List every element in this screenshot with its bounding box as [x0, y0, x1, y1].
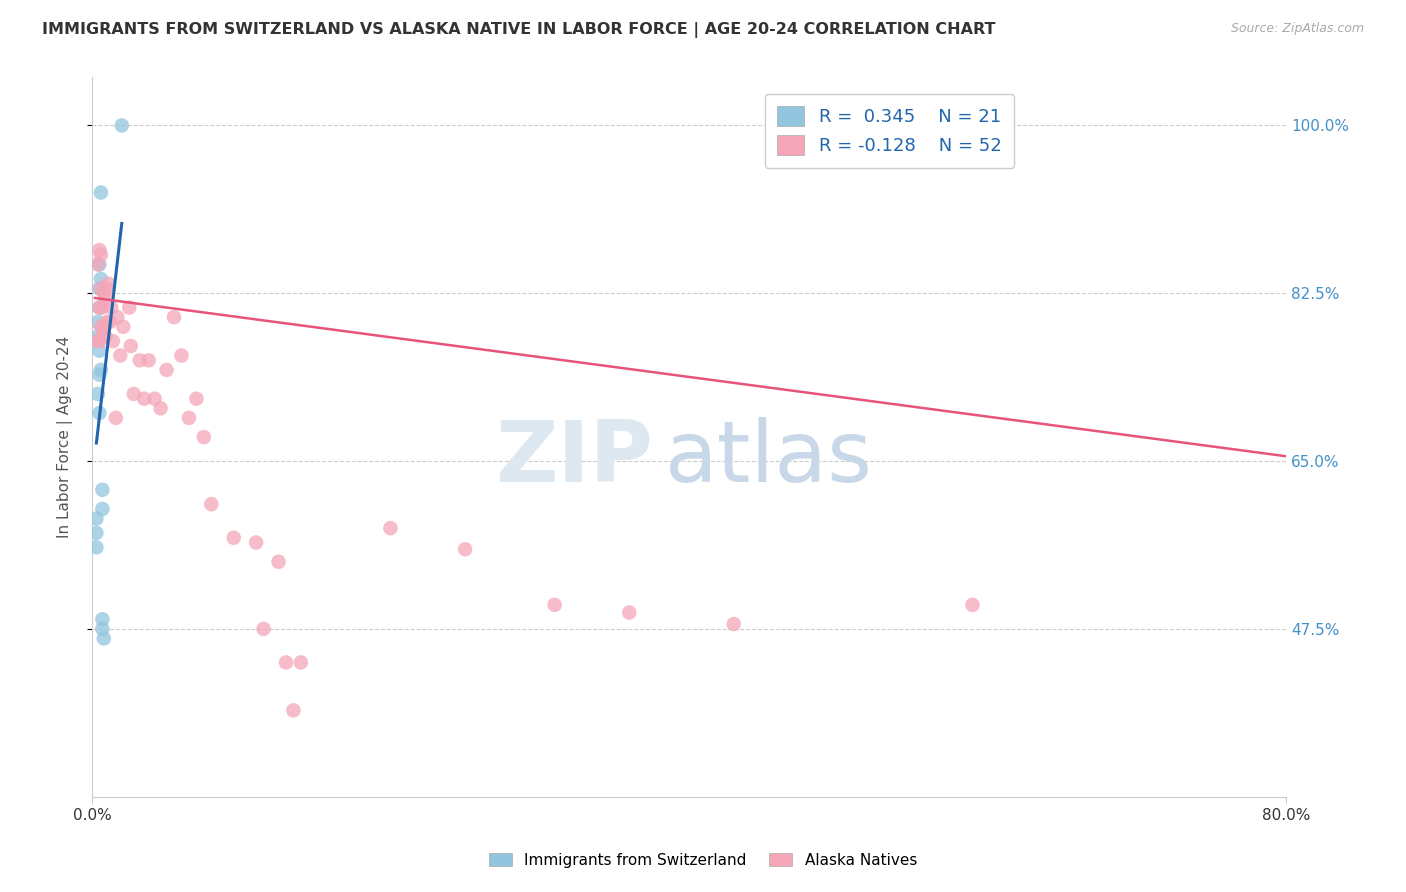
Point — [97, 277, 120, 291]
Point — [245, 535, 267, 549]
Y-axis label: In Labor Force | Age 20-24: In Labor Force | Age 20-24 — [58, 336, 73, 538]
Point — [454, 542, 477, 557]
Point — [193, 430, 215, 444]
Point — [96, 315, 118, 329]
Point — [87, 334, 110, 348]
Point — [91, 483, 114, 497]
Point — [89, 301, 111, 315]
Point — [155, 363, 177, 377]
Point — [170, 349, 193, 363]
Point — [89, 334, 111, 348]
Point — [104, 410, 127, 425]
Point — [90, 363, 112, 377]
Point — [87, 257, 110, 271]
Point — [86, 525, 108, 540]
Point — [87, 315, 110, 329]
Point — [89, 368, 111, 382]
Point — [138, 353, 160, 368]
Point — [105, 310, 128, 325]
Point — [543, 598, 565, 612]
Point — [89, 281, 111, 295]
Text: atlas: atlas — [665, 417, 873, 500]
Point — [120, 339, 142, 353]
Point — [111, 119, 134, 133]
Point — [90, 186, 112, 200]
Point — [98, 315, 121, 329]
Point — [163, 310, 186, 325]
Point — [86, 541, 108, 555]
Point — [143, 392, 166, 406]
Legend: R =  0.345    N = 21, R = -0.128    N = 52: R = 0.345 N = 21, R = -0.128 N = 52 — [765, 94, 1014, 168]
Point — [89, 257, 111, 271]
Point — [962, 598, 984, 612]
Point — [112, 319, 135, 334]
Point — [222, 531, 245, 545]
Point — [380, 521, 402, 535]
Point — [91, 622, 114, 636]
Legend: Immigrants from Switzerland, Alaska Natives: Immigrants from Switzerland, Alaska Nati… — [481, 845, 925, 875]
Point — [89, 243, 111, 257]
Point — [149, 401, 172, 416]
Point — [90, 272, 112, 286]
Point — [93, 286, 115, 301]
Point — [87, 329, 110, 343]
Point — [122, 387, 145, 401]
Point — [91, 612, 114, 626]
Point — [89, 343, 111, 358]
Point — [118, 301, 141, 315]
Point — [91, 301, 114, 315]
Point — [100, 301, 122, 315]
Point — [274, 656, 297, 670]
Point — [89, 406, 111, 420]
Point — [267, 555, 290, 569]
Point — [91, 502, 114, 516]
Point — [290, 656, 312, 670]
Point — [94, 329, 117, 343]
Point — [87, 387, 110, 401]
Point — [90, 248, 112, 262]
Point — [90, 319, 112, 334]
Point — [619, 606, 641, 620]
Point — [94, 291, 117, 305]
Point — [110, 349, 132, 363]
Point — [91, 329, 114, 343]
Text: ZIP: ZIP — [495, 417, 654, 500]
Point — [86, 511, 108, 525]
Point — [134, 392, 156, 406]
Point — [252, 622, 274, 636]
Point — [200, 497, 222, 511]
Point — [186, 392, 208, 406]
Point — [177, 410, 200, 425]
Point — [96, 281, 118, 295]
Text: IMMIGRANTS FROM SWITZERLAND VS ALASKA NATIVE IN LABOR FORCE | AGE 20-24 CORRELAT: IMMIGRANTS FROM SWITZERLAND VS ALASKA NA… — [42, 22, 995, 38]
Point — [101, 334, 124, 348]
Point — [93, 632, 115, 646]
Point — [89, 301, 111, 315]
Text: Source: ZipAtlas.com: Source: ZipAtlas.com — [1230, 22, 1364, 36]
Point — [93, 319, 115, 334]
Point — [283, 703, 305, 717]
Point — [723, 617, 745, 632]
Point — [90, 281, 112, 295]
Point — [128, 353, 150, 368]
